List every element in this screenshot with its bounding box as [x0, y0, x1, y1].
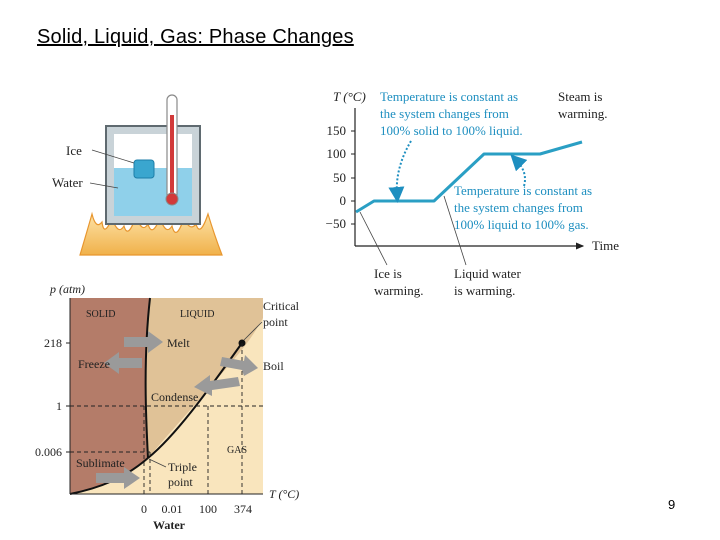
boil-label: Boil: [263, 359, 284, 373]
beaker-illustration: Ice Water: [52, 94, 223, 256]
heating-x-axis-label: Time: [592, 238, 619, 253]
phase-x-tick: 0.01: [162, 502, 183, 516]
note-steam: Steam is warming.: [558, 89, 607, 121]
phase-y-tick: 1: [56, 399, 62, 413]
heating-curve-line: [355, 140, 583, 214]
phase-diagram: p (atm) 218 1 0.006 0 0.01 100 374 T (°C…: [35, 282, 300, 532]
phase-y-tick: 218: [44, 336, 62, 350]
note-melting-arrow: [388, 140, 412, 203]
note-melting-line: 100% solid to 100% liquid.: [380, 123, 523, 138]
heating-y-tick: 0: [340, 193, 347, 208]
triple-point-label: point: [168, 475, 193, 489]
heating-y-tick: 50: [333, 170, 346, 185]
melt-label: Melt: [167, 336, 190, 350]
sublimate-arrow: [96, 467, 140, 489]
region-label-solid: SOLID: [86, 309, 115, 320]
liquid-region: [145, 298, 263, 458]
note-melting: Temperature is constant as the system ch…: [380, 89, 523, 138]
phase-guides: [70, 343, 263, 494]
note-melting-line: Temperature is constant as: [380, 89, 518, 104]
phase-x-tick: 374: [234, 502, 252, 516]
note-liquid-line: Liquid water: [454, 266, 521, 281]
phase-x-tick: 100: [199, 502, 217, 516]
note-ice-line: warming.: [374, 283, 423, 298]
boil-arrow: [220, 355, 258, 376]
heating-y-ticks: 150 100 50 0 −50: [326, 123, 355, 231]
note-boiling-line: Temperature is constant as: [454, 183, 592, 198]
heating-y-axis-label: T (°C): [333, 89, 366, 104]
phase-y-axis-label: p (atm): [49, 282, 85, 296]
slide-title: Solid, Liquid, Gas: Phase Changes: [37, 26, 354, 48]
melting-curve: [144, 297, 151, 459]
ice-label: Ice: [66, 143, 82, 158]
page-number: 9: [668, 497, 676, 512]
note-steam-line: Steam is: [558, 89, 602, 104]
heating-y-tick: 100: [327, 146, 347, 161]
phase-x-axis-title: Water: [153, 518, 186, 532]
heating-y-tick: 150: [327, 123, 347, 138]
note-liquid: Liquid water is warming.: [454, 266, 521, 298]
region-label-gas: GAS: [227, 445, 247, 456]
heating-curve-chart: T (°C) 150 100 50 0 −50 Time Temperature…: [326, 89, 620, 298]
note-liquid-line: is warming.: [454, 283, 515, 298]
condense-arrow: [194, 375, 240, 396]
sublimate-label: Sublimate: [76, 456, 125, 470]
freeze-label: Freeze: [78, 357, 110, 371]
melt-arrow: [124, 331, 163, 353]
triple-point-label: Triple: [168, 460, 197, 474]
note-ice: Ice is warming.: [374, 266, 423, 298]
note-ice-line: Ice is: [374, 266, 402, 281]
phase-x-axis-label: T (°C): [269, 487, 299, 501]
thermometer: [165, 94, 179, 206]
note-boiling-arrow: [510, 154, 528, 187]
ice-cube: [133, 159, 155, 179]
note-steam-line: warming.: [558, 106, 607, 121]
water-label: Water: [52, 175, 83, 190]
phase-x-tick: 0: [141, 502, 147, 516]
note-boiling-line: the system changes from: [454, 200, 583, 215]
note-boiling: Temperature is constant as the system ch…: [454, 183, 592, 232]
phase-y-tick: 0.006: [35, 445, 62, 459]
critical-point-label: point: [263, 315, 288, 329]
condense-label: Condense: [151, 390, 198, 404]
freeze-arrow: [104, 352, 142, 374]
note-boiling-line: 100% liquid to 100% gas.: [454, 217, 589, 232]
critical-point-label: Critical: [263, 299, 300, 313]
region-label-liquid: LIQUID: [180, 309, 214, 320]
heating-y-tick: −50: [326, 216, 346, 231]
note-melting-line: the system changes from: [380, 106, 509, 121]
